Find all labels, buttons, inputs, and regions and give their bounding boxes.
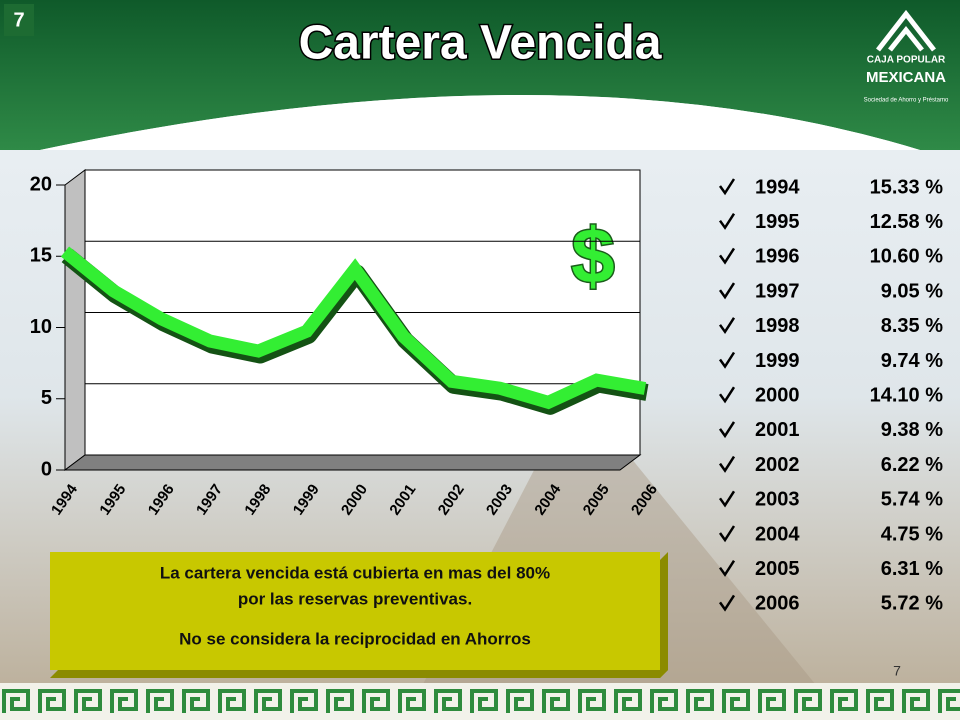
- bullet: [718, 455, 736, 473]
- page-badge: [4, 4, 34, 36]
- list-value: 9.38 %: [881, 419, 943, 441]
- bullet: [718, 490, 736, 508]
- list-year: 1999: [755, 350, 800, 372]
- note-line: por las reservas preventivas.: [238, 589, 472, 608]
- list-value: 12.58 %: [870, 211, 944, 233]
- list-year: 1998: [755, 315, 800, 337]
- list-value: 8.35 %: [881, 315, 943, 337]
- list-year: 1996: [755, 246, 800, 268]
- header-band: [0, 0, 960, 150]
- bullet: [718, 317, 736, 335]
- bullet: [718, 247, 736, 265]
- list-value: 6.22 %: [881, 454, 943, 476]
- bullet: [718, 178, 736, 196]
- list-value: 4.75 %: [881, 523, 943, 545]
- list-value: 5.74 %: [881, 489, 943, 511]
- list-value: 15.33 %: [870, 176, 944, 198]
- list-year: 2001: [755, 419, 800, 441]
- list-year: 2002: [755, 454, 800, 476]
- plot-side: [64, 169, 86, 471]
- note-edge: [50, 670, 668, 678]
- note-box: [50, 552, 660, 670]
- list-year: 2005: [755, 558, 800, 580]
- page-number: 7: [13, 9, 24, 31]
- list-year: 1994: [755, 176, 800, 198]
- list-value: 6.31 %: [881, 558, 943, 580]
- logo-line: CAJA POPULAR: [867, 55, 946, 66]
- bullet: [718, 213, 736, 230]
- list-year: 2006: [755, 593, 800, 615]
- page-number-footer: 7: [893, 663, 901, 679]
- y-tick-label: 0: [41, 458, 52, 480]
- list-value: 14.10 %: [870, 384, 944, 406]
- list-year: 2004: [755, 523, 800, 545]
- list-value: 9.05 %: [881, 280, 943, 302]
- list-year: 2003: [755, 489, 800, 511]
- line: [60, 246, 647, 410]
- y-tick-label: 20: [30, 173, 52, 195]
- bullet: [718, 282, 736, 300]
- y-tick-label: 5: [41, 387, 52, 409]
- list-year: 1997: [755, 280, 800, 302]
- bullet: [718, 351, 736, 369]
- bullet: [718, 525, 736, 543]
- list-value: 9.74 %: [881, 350, 943, 372]
- list-value: 10.60 %: [870, 246, 944, 268]
- logo-mark: [876, 9, 936, 52]
- note-line: La cartera vencida está cubierta en mas …: [160, 563, 550, 582]
- y-tick-label: 10: [30, 316, 52, 338]
- bullet: [718, 421, 736, 439]
- logo-line: MEXICANA: [866, 69, 946, 86]
- y-tick-label: 15: [30, 245, 52, 267]
- note-edge: [660, 552, 668, 678]
- footer-pattern: [0, 683, 960, 720]
- bullet: [718, 594, 736, 612]
- plot-floor: [63, 454, 642, 471]
- list-value: 5.72 %: [881, 593, 943, 615]
- logo-line: Sociedad de Ahorro y Préstamo: [864, 98, 949, 104]
- note-line: No se considera la reciprocidad en Ahorr…: [179, 629, 531, 648]
- list-year: 1995: [755, 211, 800, 233]
- title: Cartera Vencida: [299, 17, 662, 70]
- bullet: [718, 560, 736, 577]
- dollar-icon: $: [571, 212, 614, 300]
- bullet: [718, 386, 736, 404]
- list-year: 2000: [755, 384, 800, 406]
- header-curve: [40, 95, 920, 150]
